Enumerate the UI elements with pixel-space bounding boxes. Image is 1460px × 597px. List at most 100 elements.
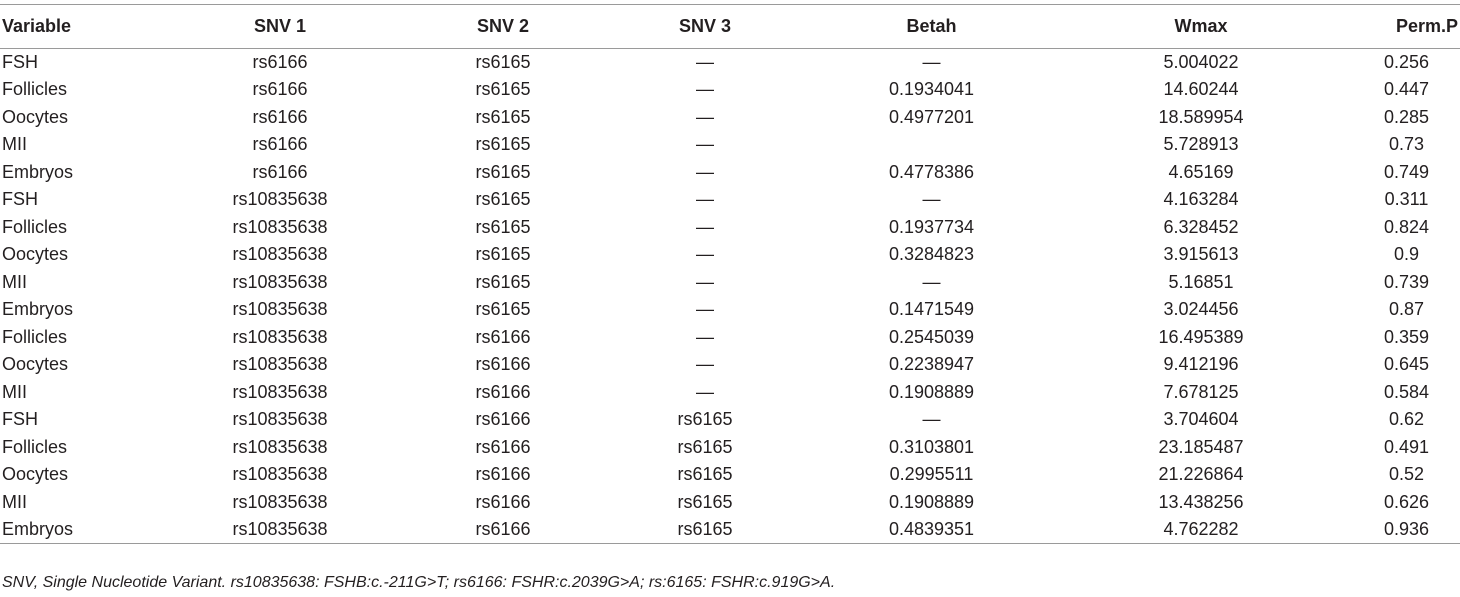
table-row: Follicles rs6166 rs6165 — 0.1934041 14.60244 0… xyxy=(0,76,1460,104)
variable-cell: MII xyxy=(2,491,27,512)
betah-cell: — xyxy=(922,271,941,292)
snv2-cell: rs6165 xyxy=(475,134,531,155)
perm-p-cell: 0.584 xyxy=(1383,381,1430,402)
snv1-cell: rs6166 xyxy=(252,161,308,182)
perm-p-cell: 0.824 xyxy=(1383,216,1430,237)
betah-cell: 0.2238947 xyxy=(888,354,975,375)
table-row: Follicles rs10835638 rs6166 — 0.2545039 16.49… xyxy=(0,324,1460,352)
header-betah: Betah xyxy=(814,4,1049,49)
variable-cell: Oocytes xyxy=(2,354,69,375)
header-snv2: SNV 2 xyxy=(410,4,596,49)
snv3-cell: — xyxy=(696,244,714,265)
table-row: Embryos rs6166 rs6165 — 0.4778386 4.65169 0.74… xyxy=(0,159,1460,187)
snv1-cell: rs10835638 xyxy=(232,326,328,347)
snv1-cell: rs10835638 xyxy=(232,491,328,512)
perm-p-cell: 0.73 xyxy=(1388,134,1425,155)
perm-p-cell: 0.87 xyxy=(1388,299,1425,320)
table-row: MII rs10835638 rs6166 rs6165 0.1908889 13.438… xyxy=(0,489,1460,517)
snv1-cell: rs6166 xyxy=(252,106,308,127)
table-row: Follicles rs10835638 rs6166 rs6165 0.3103801… xyxy=(0,434,1460,462)
wmax-cell: 14.60244 xyxy=(1163,79,1239,100)
snv2-cell: rs6165 xyxy=(475,79,531,100)
betah-cell: — xyxy=(922,189,941,210)
snv2-cell: rs6165 xyxy=(475,244,531,265)
variable-cell: Follicles xyxy=(2,79,68,100)
snv2-cell: rs6165 xyxy=(475,271,531,292)
snv3-cell: — xyxy=(696,354,714,375)
variable-cell: Follicles xyxy=(2,436,68,457)
table-row: Oocytes rs10835638 rs6166 — 0.2238947 9.41219… xyxy=(0,351,1460,379)
snv3-cell: rs6165 xyxy=(677,491,733,512)
snv3-cell: — xyxy=(696,326,714,347)
table-row: FSH rs10835638 rs6165 — — 4.163284 0.311 xyxy=(0,186,1460,214)
wmax-cell: 4.65169 xyxy=(1168,161,1234,182)
variable-cell: Oocytes xyxy=(2,244,69,265)
wmax-cell: 18.589954 xyxy=(1158,106,1244,127)
snv2-cell: rs6166 xyxy=(475,409,531,430)
wmax-cell: 4.762282 xyxy=(1049,516,1353,544)
variable-cell: Embryos xyxy=(2,299,74,320)
snv3-cell: — xyxy=(696,134,714,155)
perm-p-cell: 0.285 xyxy=(1383,106,1430,127)
betah-cell: 0.3103801 xyxy=(888,436,975,457)
table-row: Oocytes rs10835638 rs6166 rs6165 0.2995511 21… xyxy=(0,461,1460,489)
snv1-cell: rs10835638 xyxy=(232,464,328,485)
betah-cell: 0.1908889 xyxy=(888,491,975,512)
table-row: MII rs6166 rs6165 — 5.728913 0.73 xyxy=(0,131,1460,159)
wmax-cell: 5.004022 xyxy=(1163,52,1239,72)
perm-p-cell: 0.256 xyxy=(1383,52,1430,72)
snv2-cell: rs6165 xyxy=(475,106,531,127)
snv2-cell: rs6165 xyxy=(475,299,531,320)
snv2-cell: rs6165 xyxy=(475,189,531,210)
snv1-cell: rs10835638 xyxy=(232,354,328,375)
wmax-cell: 3.915613 xyxy=(1163,244,1239,265)
snv3-cell: — xyxy=(696,299,714,320)
snv2-cell: rs6166 xyxy=(475,464,531,485)
betah-cell: 0.2995511 xyxy=(889,464,974,485)
snv1-cell: rs10835638 xyxy=(232,216,328,237)
perm-p-cell: 0.52 xyxy=(1388,464,1425,485)
snv1-cell: rs10835638 xyxy=(232,189,328,210)
snv1-cell: rs10835638 xyxy=(232,244,328,265)
betah-cell xyxy=(814,131,1049,159)
wmax-cell: 9.412196 xyxy=(1163,354,1239,375)
betah-cell: 0.3284823 xyxy=(888,244,975,265)
snv3-cell: rs6165 xyxy=(596,516,814,544)
variable-cell: Embryos xyxy=(0,516,150,544)
snv3-cell: — xyxy=(696,189,714,210)
table-row: Embryos rs10835638 rs6165 — 0.1471549 3.02445… xyxy=(0,296,1460,324)
betah-cell: 0.4778386 xyxy=(888,161,975,182)
variable-cell: MII xyxy=(2,381,27,402)
snv3-cell: — xyxy=(696,161,714,182)
wmax-cell: 13.438256 xyxy=(1158,491,1244,512)
snv1-cell: rs10835638 xyxy=(232,381,328,402)
snv3-cell: rs6165 xyxy=(677,409,733,430)
table-header: Variable SNV 1 SNV 2 SNV 3 Betah Wmax Pe… xyxy=(0,4,1460,49)
variable-cell: MII xyxy=(2,134,27,155)
betah-cell: — xyxy=(922,409,941,430)
snv3-cell: rs6165 xyxy=(677,464,733,485)
snv2-cell: rs6165 xyxy=(475,216,531,237)
wmax-cell: 7.678125 xyxy=(1163,381,1239,402)
snv2-cell: rs6166 xyxy=(475,354,531,375)
snv1-cell: rs10835638 xyxy=(232,436,328,457)
perm-p-cell: 0.62 xyxy=(1388,409,1425,430)
perm-p-cell: 0.491 xyxy=(1383,436,1430,457)
header-row: Variable SNV 1 SNV 2 SNV 3 Betah Wmax Pe… xyxy=(0,4,1460,49)
table-row: FSH rs6166 rs6165 — — 5.004022 0.256 xyxy=(0,49,1460,77)
snv3-cell: — xyxy=(696,79,714,100)
snv2-cell: rs6165 xyxy=(475,52,531,72)
perm-p-cell: 0.739 xyxy=(1383,271,1430,292)
wmax-cell: 6.328452 xyxy=(1163,216,1239,237)
snv3-cell: — xyxy=(696,381,714,402)
perm-p-cell: 0.311 xyxy=(1384,189,1429,210)
variable-cell: Oocytes xyxy=(2,106,69,127)
table-row: MII rs10835638 rs6165 — — 5.16851 0.739 xyxy=(0,269,1460,297)
snv1-cell: rs10835638 xyxy=(232,299,328,320)
snv1-cell: rs10835638 xyxy=(150,516,410,544)
snv2-cell: rs6166 xyxy=(475,491,531,512)
perm-p-cell: 0.936 xyxy=(1353,516,1460,544)
variable-cell: MII xyxy=(2,271,27,292)
variable-cell: FSH xyxy=(2,409,38,430)
